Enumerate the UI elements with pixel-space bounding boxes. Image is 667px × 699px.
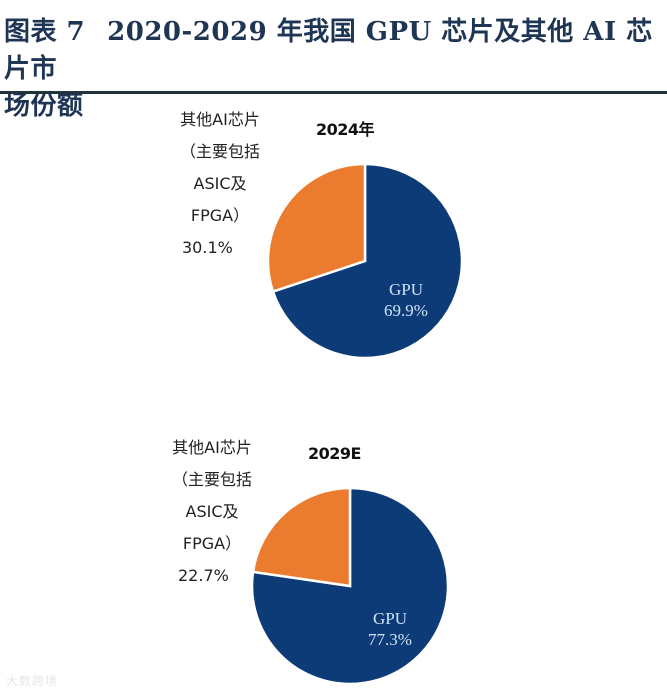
- pie-svg: [250, 486, 450, 686]
- gpu-label: GPU 77.3%: [350, 608, 430, 650]
- pie-slice-other: [251, 486, 352, 588]
- gpu-name: GPU: [388, 280, 423, 299]
- label-line: （主要包括: [179, 142, 260, 161]
- title-text-1: 2020-2029 年我国 GPU 芯片及其他 AI 芯片市: [4, 17, 653, 84]
- label-line: ASIC及: [193, 174, 247, 193]
- pie-chart-2024: 2024年 其他AI芯片 （主要包括 ASIC及 FPGA） 30.1% GPU…: [0, 100, 667, 400]
- label-line: FPGA）: [182, 534, 242, 553]
- label-line: 其他AI芯片: [172, 438, 252, 457]
- pie-slice-other: [266, 162, 367, 294]
- label-line: 其他AI芯片: [180, 110, 260, 129]
- figure-title: 图表 7 2020-2029 年我国 GPU 芯片及其他 AI 芯片市 场份额: [4, 14, 664, 125]
- pie-svg: [266, 162, 464, 360]
- label-line: ASIC及: [185, 502, 239, 521]
- gpu-label: GPU 69.9%: [366, 279, 446, 321]
- chart-year: 2029E: [308, 444, 361, 463]
- label-line: （主要包括: [171, 470, 252, 489]
- title-line-1: 图表 7 2020-2029 年我国 GPU 芯片及其他 AI 芯片市: [4, 14, 664, 88]
- other-percentage: 30.1%: [182, 238, 233, 257]
- gpu-name: GPU: [372, 609, 407, 628]
- other-percentage: 22.7%: [178, 566, 229, 585]
- title-divider: [0, 91, 667, 94]
- gpu-percentage: 77.3%: [368, 630, 412, 649]
- other-ai-chip-label: 其他AI芯片 （主要包括 ASIC及 FPGA） 22.7%: [152, 432, 272, 592]
- other-ai-chip-label: 其他AI芯片 （主要包括 ASIC及 FPGA） 30.1%: [160, 104, 280, 264]
- title-line-2: 场份额: [4, 91, 84, 121]
- pie-chart-2029e: 2029E 其他AI芯片 （主要包括 ASIC及 FPGA） 22.7% GPU…: [0, 428, 667, 699]
- pie-slice-gpu: [271, 162, 464, 360]
- gpu-percentage: 69.9%: [384, 301, 428, 320]
- watermark: 大数跨境: [6, 674, 59, 688]
- figure-number: 图表 7: [4, 17, 86, 47]
- label-line: FPGA）: [190, 206, 250, 225]
- chart-year: 2024年: [316, 120, 375, 139]
